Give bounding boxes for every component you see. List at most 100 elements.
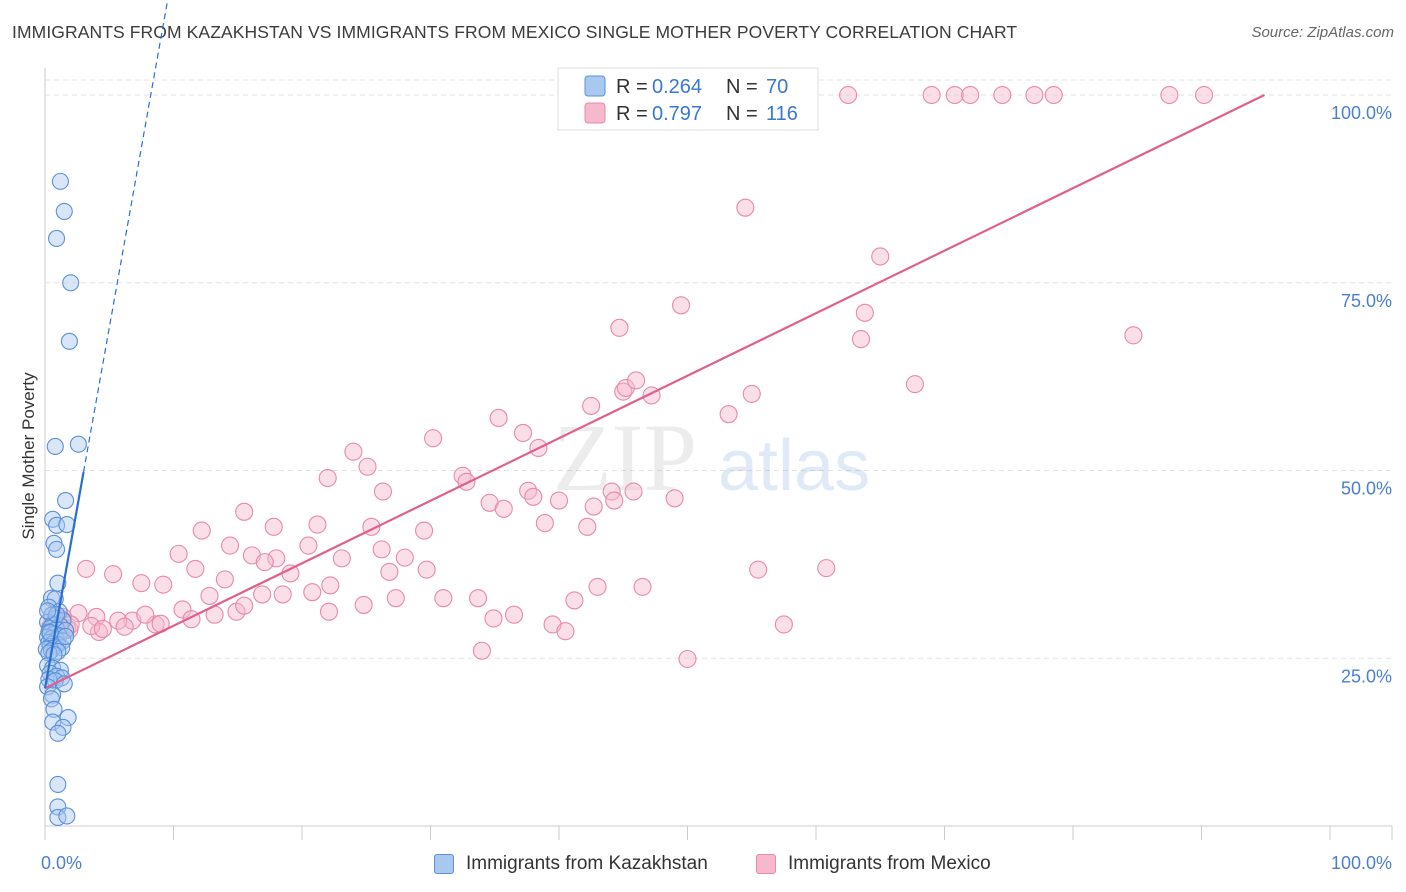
mexico-point xyxy=(1025,85,1044,105)
kazakhstan-point xyxy=(69,435,87,453)
stats-legend: R = 0.264 N = 70 R = 0.797 N = 116 xyxy=(557,67,819,131)
mexico-point xyxy=(627,371,646,390)
mexico-point xyxy=(851,330,871,349)
kazakhstan-point xyxy=(49,724,67,742)
legend-n-label-kazakhstan: N = xyxy=(726,76,758,98)
mexico-point xyxy=(588,577,607,596)
mexico-point xyxy=(535,514,554,533)
mexico-point xyxy=(504,605,524,624)
mexico-point xyxy=(154,575,173,594)
mexico-point xyxy=(922,85,941,105)
trend-lines xyxy=(43,3,1265,690)
mexico-point xyxy=(672,296,691,315)
mexico-point xyxy=(565,591,584,610)
mexico-point xyxy=(318,468,337,488)
mexico-point xyxy=(774,615,793,634)
mexico-point xyxy=(1044,85,1063,105)
mexico-point xyxy=(945,85,964,105)
mexico-point xyxy=(472,641,491,660)
mexico-point xyxy=(372,540,391,559)
mexico-point xyxy=(192,521,211,540)
mexico-point xyxy=(395,548,414,567)
mexico-point xyxy=(519,481,538,500)
mexico-point xyxy=(605,491,624,510)
kazakhstan-point xyxy=(51,172,69,190)
legend-r-value-mexico: 0.797 xyxy=(652,103,702,125)
watermark: ZIP atlas xyxy=(553,404,870,511)
mexico-trend-line xyxy=(44,94,1265,690)
y-tick-label: 100.0% xyxy=(1331,103,1392,123)
mexico-point xyxy=(332,549,351,568)
mexico-point xyxy=(742,384,761,403)
legend-n-value-kazakhstan: 70 xyxy=(766,76,788,98)
legend-label-mexico: Immigrants from Mexico xyxy=(788,853,991,874)
mexico-point xyxy=(839,85,858,105)
legend-item-mexico[interactable]: Immigrants from Mexico xyxy=(756,851,991,877)
kazakhstan-point xyxy=(48,229,66,248)
mexico-point xyxy=(993,85,1012,105)
mexico-point xyxy=(380,562,399,581)
mexico-point xyxy=(1124,326,1143,345)
kazakhstan-point xyxy=(44,713,62,731)
kazakhstan-point xyxy=(49,808,67,827)
kazakhstan-point xyxy=(55,202,73,220)
y-axis-label: Single Mother Poverty xyxy=(19,372,38,540)
mexico-point xyxy=(434,589,453,608)
mexico-point xyxy=(624,482,643,501)
mexico-point xyxy=(549,491,569,510)
legend-r-label-kazakhstan: R = xyxy=(616,76,648,98)
mexico-point xyxy=(104,565,123,584)
mexico-point xyxy=(186,559,205,578)
kazakhstan-point xyxy=(45,700,63,718)
mexico-point xyxy=(373,482,393,501)
y-tick-label: 25.0% xyxy=(1341,666,1392,686)
mexico-point xyxy=(905,375,924,394)
watermark-atlas: atlas xyxy=(718,426,870,506)
mexico-point xyxy=(93,619,112,639)
legend-swatch-kazakhstan-bottom xyxy=(434,854,454,874)
mexico-point xyxy=(1195,85,1214,105)
mexico-point xyxy=(321,576,340,595)
grid-lines xyxy=(45,79,1392,659)
kazakhstan-point xyxy=(58,807,76,825)
mexico-point xyxy=(253,585,272,604)
y-tick-label: 50.0% xyxy=(1341,479,1392,499)
mexico-point xyxy=(220,536,240,555)
mexico-point xyxy=(719,405,738,424)
legend-item-kazakhstan[interactable]: Immigrants from Kazakhstan xyxy=(434,851,708,877)
mexico-point xyxy=(77,559,96,578)
mexico-point xyxy=(169,544,188,563)
mexico-point xyxy=(610,318,629,337)
mexico-point xyxy=(82,616,101,636)
mexico-point xyxy=(273,585,292,604)
mexico-point xyxy=(200,586,219,605)
mexico-point xyxy=(255,553,274,572)
legend-swatch-mexico-bottom xyxy=(756,854,776,874)
mexico-point xyxy=(173,600,192,619)
mexico-point xyxy=(386,589,405,608)
kazakhstan-point xyxy=(60,332,78,350)
mexico-point xyxy=(264,517,283,536)
legend-r-value-kazakhstan: 0.264 xyxy=(652,76,702,98)
mexico-point xyxy=(582,396,601,415)
mexico-point xyxy=(736,198,755,217)
mexico-point xyxy=(616,378,635,397)
chart-source: Source: ZipAtlas.com xyxy=(1251,24,1394,41)
kazakhstan-point xyxy=(46,437,64,456)
mexico-point xyxy=(132,574,151,593)
mexico-point xyxy=(299,536,318,555)
legend-n-value-mexico: 116 xyxy=(766,103,798,125)
mexico-point xyxy=(115,617,134,636)
mexico-point xyxy=(484,609,503,628)
legend-r-label-mexico: R = xyxy=(616,103,648,125)
mexico-point xyxy=(871,247,890,266)
mexico-point xyxy=(678,649,697,669)
mexico-point xyxy=(308,515,327,534)
mexico-point xyxy=(457,472,476,491)
mexico-point xyxy=(215,570,234,589)
kazakhstan-point xyxy=(48,540,66,558)
mexico-point xyxy=(424,429,443,448)
mexico-point xyxy=(415,521,434,540)
chart-title: IMMIGRANTS FROM KAZAKHSTAN VS IMMIGRANTS… xyxy=(12,22,1018,42)
kazakhstan-trend-line xyxy=(43,471,85,689)
